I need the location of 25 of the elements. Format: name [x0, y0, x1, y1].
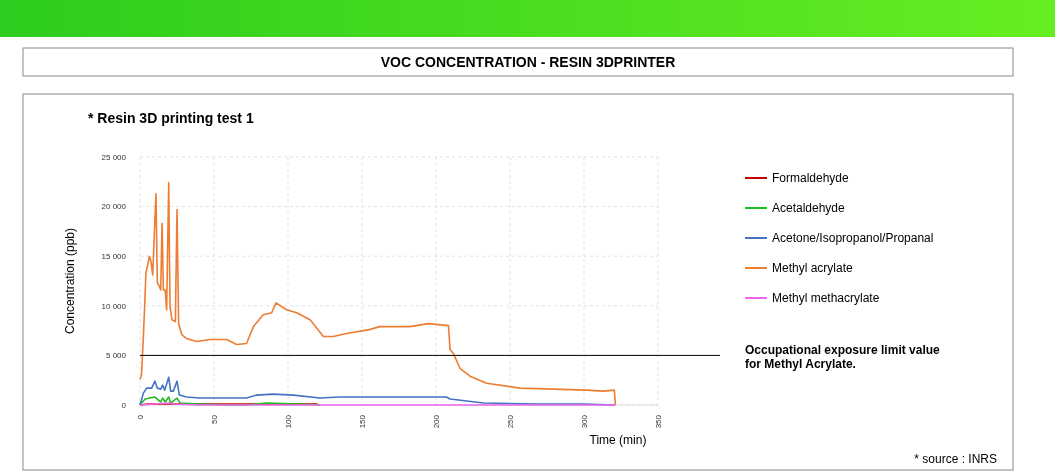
y-tick-label: 5 000: [105, 351, 127, 361]
ref-line-label: Occupational exposure limit value for Methyl Acrylate.: [745, 343, 941, 372]
y-tick-label: 0: [121, 400, 127, 410]
y-axis-title: Concentration (ppb): [63, 227, 77, 335]
legend-label: Methyl methacrylate: [772, 291, 880, 306]
legend-label: Formaldehyde: [772, 171, 850, 186]
x-tick-label: 350: [653, 414, 663, 429]
chart-title: VOC CONCENTRATION - RESIN 3DPRINTER: [380, 54, 676, 70]
text: * source : INRS: [914, 452, 997, 466]
x-tick-label: 50: [209, 414, 219, 424]
legend-label: Acetone/Isopropanol/Propanal: [772, 231, 934, 246]
x-tick-label: 150: [357, 414, 367, 429]
x-axis-title: Time (min): [589, 433, 647, 447]
x-tick-label: 200: [431, 414, 441, 429]
y-tick-label: 25 000: [101, 152, 127, 162]
y-tick-label: 10 000: [101, 301, 127, 311]
y-tick-label: 20 000: [101, 202, 127, 212]
x-tick-label: 0: [135, 414, 145, 420]
x-tick-label: 250: [505, 414, 515, 429]
legend-label: Acetaldehyde: [772, 201, 846, 216]
x-tick-label: 300: [579, 414, 589, 429]
x-tick-label: 100: [283, 414, 293, 429]
chart-subtitle: * Resin 3D printing test 1: [88, 110, 254, 126]
y-tick-label: 15 000: [101, 252, 127, 261]
legend-label: Methyl acrylate: [772, 261, 854, 276]
